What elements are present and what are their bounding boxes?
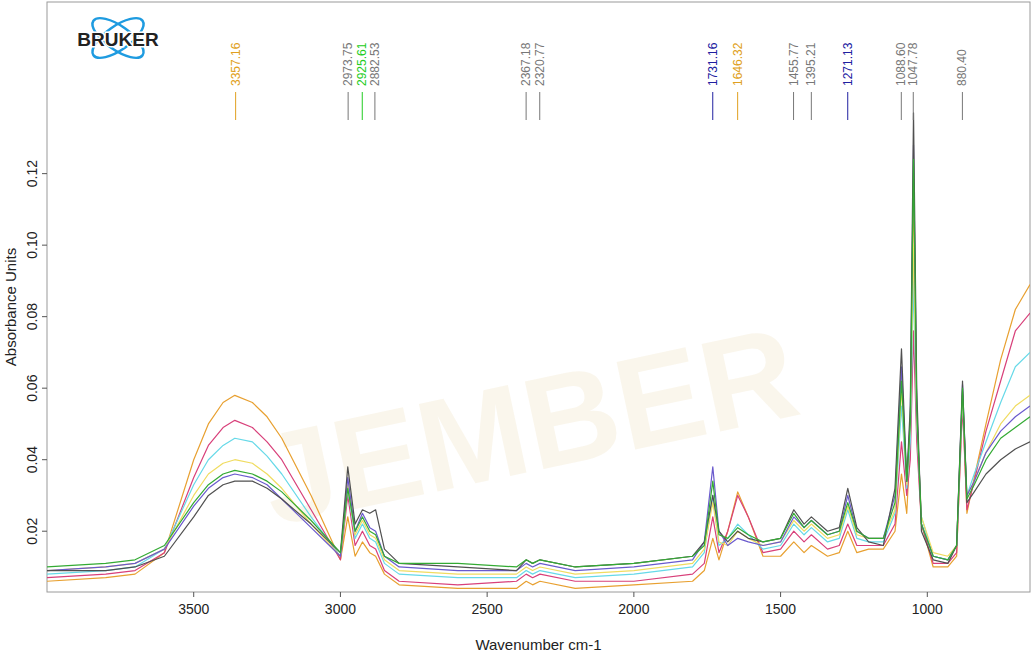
peak-label: 2320.77 bbox=[533, 42, 547, 86]
peak-label: 1455.77 bbox=[787, 42, 801, 86]
y-tick-label: 0.10 bbox=[24, 231, 40, 258]
x-tick bbox=[487, 592, 488, 597]
peak-marker bbox=[847, 92, 848, 120]
peak-marker bbox=[913, 92, 914, 120]
y-tick bbox=[42, 531, 47, 532]
watermark: JEMBER bbox=[249, 298, 809, 553]
peak-marker bbox=[348, 92, 349, 120]
plot-frame bbox=[47, 2, 1030, 592]
x-tick-label: 3500 bbox=[178, 601, 209, 617]
y-tick bbox=[42, 459, 47, 460]
chart: JEMBER BRUKER 3500 3000 2500 2000 1500 1000 0.02… bbox=[0, 0, 1033, 662]
peak-label: 2882.53 bbox=[368, 42, 382, 86]
spectrum-line bbox=[47, 281, 1030, 578]
peak-label: 1271.13 bbox=[841, 42, 855, 86]
peak-label: 1646.32 bbox=[731, 42, 745, 86]
peak-marker bbox=[737, 92, 738, 120]
peak-label: 880.40 bbox=[955, 49, 969, 86]
spectrum-line bbox=[47, 145, 1030, 571]
peak-label: 2367.18 bbox=[519, 42, 533, 86]
peak-label: 1395.21 bbox=[804, 42, 818, 86]
peak-marker bbox=[539, 92, 540, 120]
x-tick bbox=[780, 592, 781, 597]
logo-text: BRUKER bbox=[77, 29, 159, 50]
peak-marker bbox=[362, 92, 363, 120]
peak-marker bbox=[374, 92, 375, 120]
spectrum-line bbox=[47, 245, 1030, 574]
peak-marker bbox=[793, 92, 794, 120]
y-tick-label: 0.08 bbox=[24, 303, 40, 330]
x-tick-label: 2000 bbox=[618, 601, 649, 617]
peak-marker bbox=[962, 92, 963, 120]
peak-marker bbox=[526, 92, 527, 120]
peak-marker bbox=[712, 92, 713, 120]
y-tick bbox=[42, 245, 47, 246]
peak-marker bbox=[811, 92, 812, 120]
spectrum-line bbox=[47, 159, 1030, 567]
peak-label: 1731.16 bbox=[706, 42, 720, 86]
logo: BRUKER bbox=[77, 11, 159, 65]
spectrum-line bbox=[47, 181, 1030, 589]
x-tick-label: 3000 bbox=[325, 601, 356, 617]
y-tick bbox=[42, 173, 47, 174]
y-tick-label: 0.04 bbox=[24, 446, 40, 473]
peak-label: 1047.78 bbox=[906, 42, 920, 86]
spectrum-line bbox=[47, 313, 1030, 585]
y-tick-label: 0.06 bbox=[24, 374, 40, 401]
x-tick-label: 1000 bbox=[912, 601, 943, 617]
series-group bbox=[47, 113, 1030, 589]
x-tick bbox=[193, 592, 194, 597]
y-axis-title: Absorbance Units bbox=[2, 248, 19, 366]
peak-marker bbox=[901, 92, 902, 120]
y-tick bbox=[42, 316, 47, 317]
peak-label: 2973.75 bbox=[341, 42, 355, 86]
y-tick-label: 0.12 bbox=[24, 160, 40, 187]
peak-label: 3357.16 bbox=[229, 42, 243, 86]
spectrum-line bbox=[47, 113, 1030, 571]
y-tick bbox=[42, 388, 47, 389]
x-tick bbox=[633, 592, 634, 597]
x-tick bbox=[927, 592, 928, 597]
x-axis-title: Wavenumber cm-1 bbox=[475, 636, 601, 653]
peak-marker bbox=[235, 92, 236, 120]
x-tick-label: 1500 bbox=[765, 601, 796, 617]
y-tick-label: 0.02 bbox=[24, 517, 40, 544]
x-tick-label: 2500 bbox=[472, 601, 503, 617]
x-tick bbox=[340, 592, 341, 597]
